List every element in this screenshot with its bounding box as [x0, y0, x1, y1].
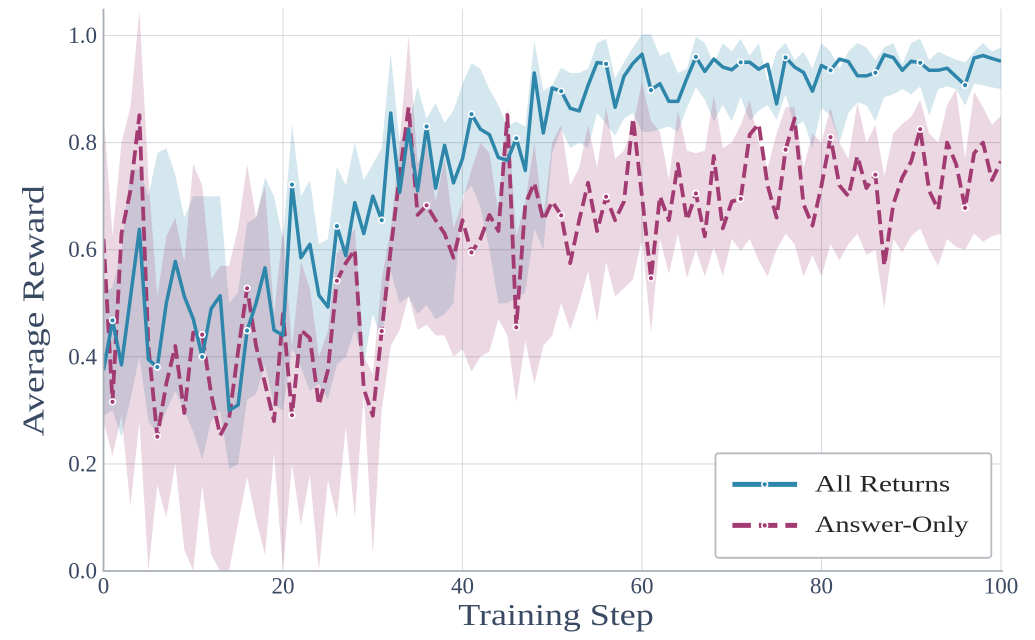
svg-text:40: 40: [451, 574, 474, 599]
svg-text:60: 60: [631, 574, 654, 599]
svg-text:Answer-Only: Answer-Only: [815, 511, 969, 537]
svg-text:All Returns: All Returns: [815, 471, 950, 496]
svg-text:100: 100: [984, 574, 1019, 599]
svg-text:0.6: 0.6: [68, 237, 97, 262]
svg-text:80: 80: [810, 574, 833, 599]
svg-text:0.2: 0.2: [68, 451, 97, 476]
svg-text:Average Reward: Average Reward: [17, 185, 51, 436]
svg-text:Training Step: Training Step: [458, 598, 653, 632]
svg-text:1.0: 1.0: [68, 23, 97, 48]
svg-text:0.8: 0.8: [68, 130, 97, 155]
svg-text:0.4: 0.4: [68, 344, 97, 369]
svg-text:20: 20: [272, 574, 295, 599]
svg-text:0.0: 0.0: [68, 559, 97, 584]
svg-text:0: 0: [98, 574, 110, 599]
